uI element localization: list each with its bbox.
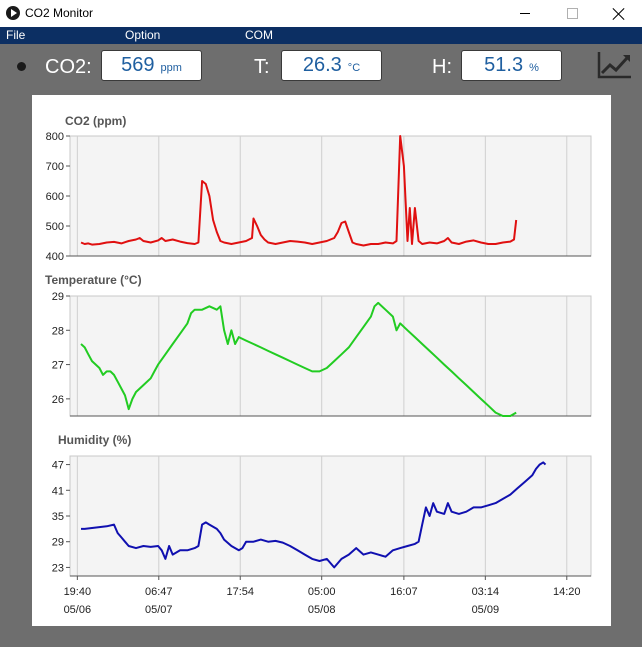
x-tick-time: 03:14 xyxy=(472,586,500,598)
temperature-chart: Temperature (°C) 26 27 28 29 xyxy=(45,273,592,417)
y-tick-label: 500 xyxy=(46,221,64,233)
y-tick-label: 27 xyxy=(52,360,64,372)
y-tick-label: 29 xyxy=(52,537,64,549)
y-tick-label: 700 xyxy=(46,161,64,173)
humidity-chart: Humidity (%) 23 29 35 41 47 xyxy=(52,433,592,577)
x-tick-time: 14:20 xyxy=(553,586,581,598)
humidity-value: 51.3 xyxy=(484,54,524,76)
y-tick-label: 35 xyxy=(52,511,64,523)
humidity-label: H: xyxy=(432,56,452,78)
co2-series-line xyxy=(80,135,518,247)
temperature-series-line xyxy=(80,301,517,417)
trend-chart-icon[interactable] xyxy=(597,50,633,80)
x-tick-date: 05/06 xyxy=(64,604,92,616)
status-indicator xyxy=(17,62,26,71)
charts-canvas: CO2 (ppm) 400 500 600 700 800 Temperature (°C)… xyxy=(45,114,592,616)
x-tick-time: 17:54 xyxy=(226,586,254,598)
play-circle-icon xyxy=(6,6,20,20)
temperature-unit: °C xyxy=(347,62,361,74)
x-tick-date: 05/07 xyxy=(145,604,173,616)
x-tick-time: 16:07 xyxy=(390,586,418,598)
temperature-label: T: xyxy=(254,56,270,78)
x-tick-time: 06:47 xyxy=(145,586,173,598)
menu-com[interactable]: COM xyxy=(245,28,273,42)
y-tick-label: 47 xyxy=(52,460,64,472)
chart-panel: CO2 (ppm) 400 500 600 700 800 Temperature (°C)… xyxy=(32,95,611,626)
x-tick-time: 05:00 xyxy=(308,586,336,598)
humidity-plot-area xyxy=(69,455,592,577)
x-tick-date: 05/09 xyxy=(472,604,500,616)
humidity-readout: 51.3 % xyxy=(461,50,562,81)
temperature-chart-title: Temperature (°C) xyxy=(45,273,142,287)
close-button[interactable] xyxy=(596,0,642,27)
humidity-unit: % xyxy=(529,62,539,74)
y-tick-label: 28 xyxy=(52,325,64,337)
x-tick-time: 19:40 xyxy=(64,586,92,598)
co2-chart: CO2 (ppm) 400 500 600 700 800 xyxy=(46,114,592,263)
y-tick-label: 41 xyxy=(52,485,64,497)
y-tick-label: 400 xyxy=(46,251,64,263)
menu-option[interactable]: Option xyxy=(125,28,161,42)
maximize-icon xyxy=(566,8,578,19)
humidity-series-line xyxy=(81,461,547,569)
temperature-value: 26.3 xyxy=(302,54,342,76)
title-bar: CO2 Monitor xyxy=(0,0,642,27)
y-tick-label: 29 xyxy=(52,291,64,303)
y-tick-label: 800 xyxy=(46,131,64,143)
temperature-plot-area xyxy=(69,295,592,417)
co2-unit: ppm xyxy=(160,62,182,74)
menu-file[interactable]: File xyxy=(6,28,26,42)
y-tick-label: 26 xyxy=(52,394,64,406)
co2-chart-title: CO2 (ppm) xyxy=(65,114,126,128)
minimize-icon xyxy=(520,13,530,14)
temperature-readout: 26.3 °C xyxy=(281,50,382,81)
x-tick-date: 05/08 xyxy=(308,604,336,616)
maximize-button[interactable] xyxy=(549,0,595,27)
window-title: CO2 Monitor xyxy=(25,6,94,20)
time-axis: 19:40 05/06 06:47 05/07 17:54 05:00 05/08 16:07… xyxy=(64,576,581,616)
y-tick-label: 23 xyxy=(52,562,64,574)
humidity-chart-title: Humidity (%) xyxy=(58,433,131,447)
co2-readout: 569 ppm xyxy=(101,50,202,81)
close-icon xyxy=(613,8,625,20)
co2-value: 569 xyxy=(121,54,155,76)
menu-bar: File Option COM xyxy=(0,27,642,44)
y-tick-label: 600 xyxy=(46,191,64,203)
co2-plot-area xyxy=(69,135,592,257)
co2-label: CO2: xyxy=(45,56,92,78)
minimize-button[interactable] xyxy=(502,0,548,27)
